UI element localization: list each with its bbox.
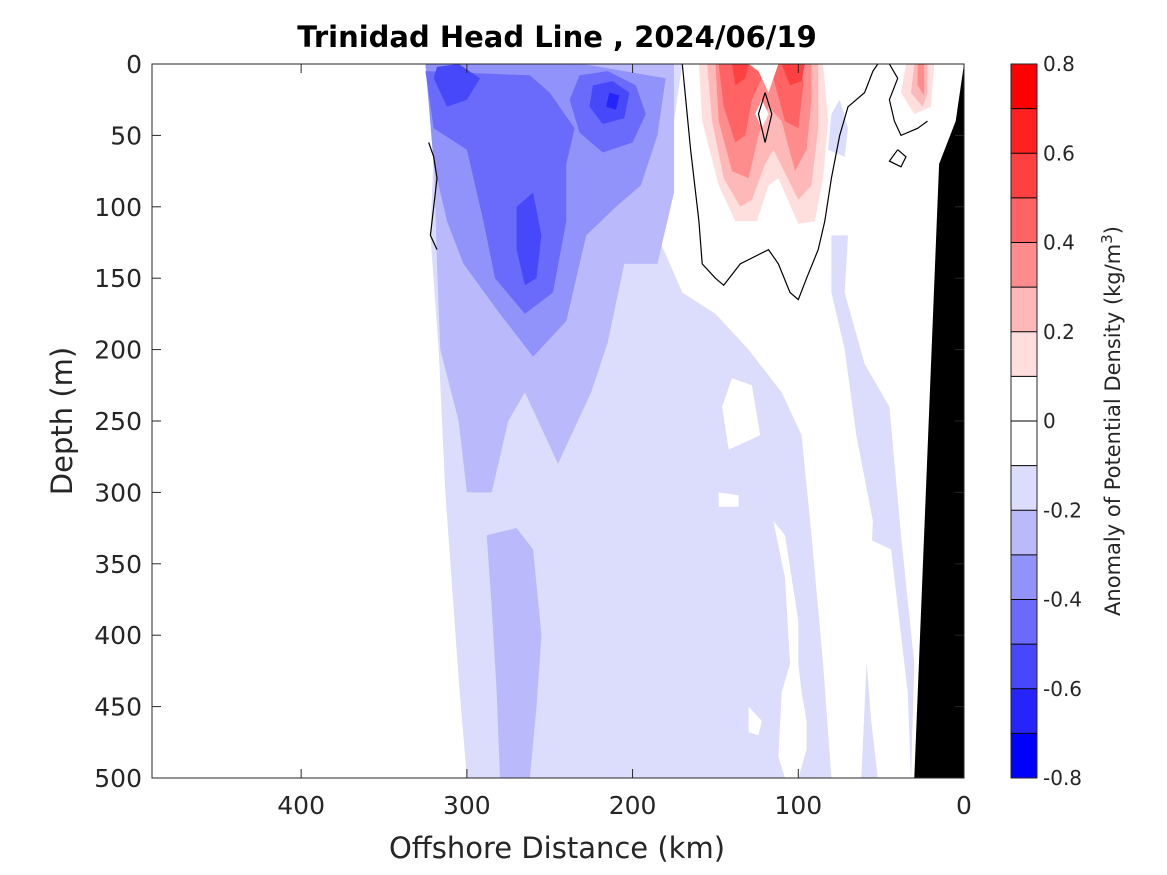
colorbar-swatch [1011,465,1037,511]
y-tick-label: 400 [94,621,142,650]
y-tick-label: 350 [94,550,142,579]
contour-region-2 [828,99,848,157]
colorbar-label: Anomaly of Potential Density (kg/m3) [1098,226,1125,616]
contour-region-19 [732,64,749,86]
colorbar-swatch [1011,510,1037,555]
x-tick-label: 100 [774,791,822,820]
colorbar-swatch [1011,421,1037,466]
colorbar-label-main: Anomaly of Potential Density (kg/m [1101,244,1125,616]
colorbar: 0.8 0.6 0.4 0.2 0 -0.2 -0.4 -0.6 -0.8 [1010,52,1082,790]
y-tick-label: 200 [94,336,142,365]
zero-contour-line-4 [428,142,438,250]
x-axis-label: Offshore Distance (km) [389,831,725,865]
colorbar-swatch [1011,287,1037,332]
colorbar-swatch [1011,688,1037,734]
x-tick-label: 300 [443,791,491,820]
bottom-topography [914,64,964,778]
colorbar-swatch [1011,599,1037,645]
colorbar-tick-label: 0.4 [1043,231,1075,255]
colorbar-tick-label: 0.6 [1043,141,1075,165]
colorbar-swatch [1011,153,1037,198]
colorbar-tick-label: -0.4 [1043,588,1082,612]
colorbar-swatch [1011,108,1037,154]
zero-band-patch-2 [722,378,761,450]
contour-region-9 [516,192,542,286]
colorbar-label-close: ) [1101,226,1125,234]
colorbar-swatch [1011,197,1037,243]
x-tick-label: 200 [609,791,657,820]
y-tick-label: 150 [94,264,142,293]
zero-band-patch-0 [732,64,779,93]
colorbar-swatch [1011,242,1037,288]
colorbar-tick-label: 0 [1043,409,1056,433]
colorbar-tick-label: 0.2 [1043,320,1075,344]
colorbar-label-superscript: 3 [1098,234,1116,244]
chart-title: Trinidad Head Line , 2024/06/19 [297,20,817,54]
y-tick-label: 0 [126,50,142,79]
zero-contour-line-3 [888,149,907,168]
y-tick-label: 100 [94,193,142,222]
contour-region-18 [718,64,804,143]
zero-band-patch-1 [755,99,769,129]
contour-region-20 [781,64,805,86]
y-tick-label: 450 [94,693,142,722]
y-tick-label: 250 [94,407,142,436]
zero-band-patch-6 [861,535,911,778]
x-tick-label: 400 [277,791,325,820]
contour-region-4 [486,528,542,778]
y-tick-label: 500 [94,764,142,793]
colorbar-tick-label: -0.8 [1043,766,1082,790]
zero-band-patch-3 [718,492,739,507]
y-tick-label: 300 [94,478,142,507]
zero-contour-line-1 [888,64,928,137]
contour-region-8 [433,64,481,107]
colorbar-frame [1010,63,1038,779]
y-tick-label: 50 [110,121,142,150]
zero-contour-line-2 [757,92,773,143]
zero-band-patch-5 [748,706,762,736]
colorbar-swatch [1011,554,1037,600]
colorbar-swatch [1011,64,1037,109]
x-tick-label: 0 [956,791,972,820]
axes: 400 300 200 100 0 0 50 100 150 200 250 300 350 400 450… [94,50,972,820]
colorbar-swatch [1011,644,1037,689]
colorbar-swatch [1011,733,1037,778]
zero-band-patch-4 [773,521,807,778]
colorbar-tick-label: -0.6 [1043,677,1082,701]
plot-area [425,64,964,778]
zero-contour-line-0 [681,64,879,301]
colorbar-tick-label: 0.8 [1043,52,1075,76]
contour-region-17 [917,64,925,96]
contour-region-11 [606,92,620,110]
y-axis-label: Depth (m) [45,347,79,495]
colorbar-swatch [1011,376,1037,421]
colorbar-tick-label: -0.2 [1043,498,1082,522]
colorbar-swatch [1011,331,1037,377]
